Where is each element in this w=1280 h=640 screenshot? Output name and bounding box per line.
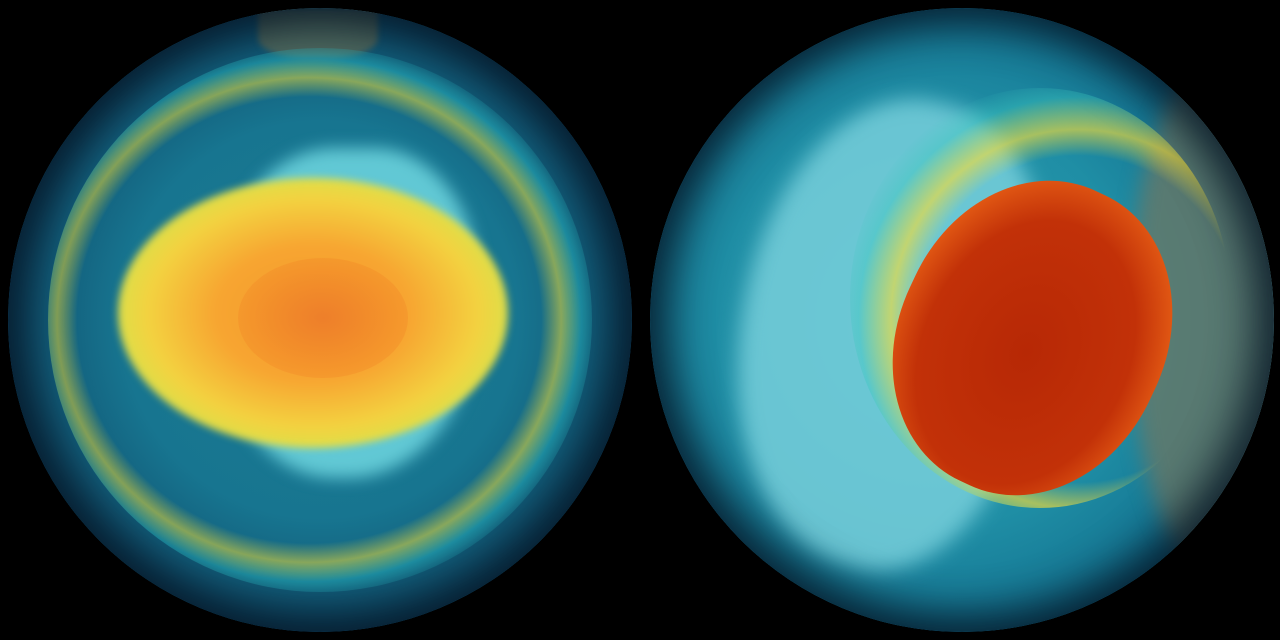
vortex-core	[238, 258, 408, 378]
globe-limb-shadow	[650, 8, 1274, 632]
globe-limb-shadow	[8, 8, 632, 632]
right-globe	[650, 8, 1274, 632]
left-globe	[8, 8, 632, 632]
